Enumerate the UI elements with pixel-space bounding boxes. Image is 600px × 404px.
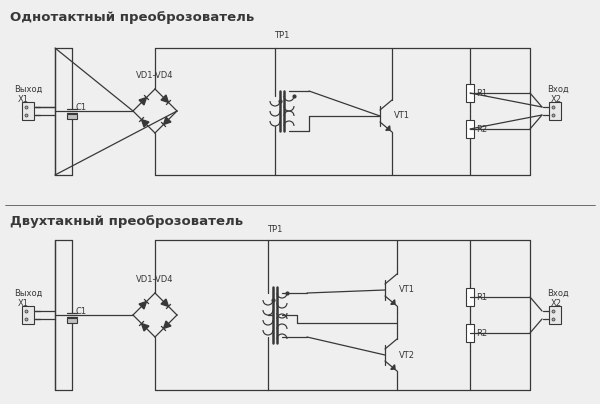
Polygon shape [142, 120, 149, 127]
Text: C1: C1 [76, 103, 87, 112]
Polygon shape [161, 95, 169, 103]
Polygon shape [164, 117, 171, 124]
Text: X1: X1 [18, 299, 29, 307]
Text: VD1-VD4: VD1-VD4 [136, 71, 174, 80]
Bar [67, 114, 77, 119]
Text: TP1: TP1 [274, 32, 290, 40]
Bar [466, 84, 474, 102]
Text: TP1: TP1 [268, 225, 283, 234]
Polygon shape [139, 301, 146, 309]
Text: VD1-VD4: VD1-VD4 [136, 274, 174, 284]
Text: X2: X2 [551, 95, 562, 103]
Polygon shape [164, 321, 171, 328]
Text: VT1: VT1 [399, 286, 415, 295]
Text: VT2: VT2 [399, 351, 415, 360]
Text: X1: X1 [18, 95, 29, 103]
Text: R1: R1 [476, 88, 487, 97]
Polygon shape [139, 97, 146, 105]
Bar [549, 306, 561, 324]
Polygon shape [142, 324, 149, 331]
Polygon shape [161, 299, 169, 307]
Text: C1: C1 [76, 307, 87, 316]
Text: Вход: Вход [547, 288, 569, 297]
Text: Двухтакный преоброзователь: Двухтакный преоброзователь [10, 215, 243, 229]
Text: X2: X2 [551, 299, 562, 307]
Text: Однотактный преоброзователь: Однотактный преоброзователь [10, 11, 254, 25]
Text: R2: R2 [476, 124, 487, 133]
Polygon shape [391, 365, 395, 369]
Text: Выход: Выход [14, 84, 43, 93]
Bar [22, 102, 34, 120]
Text: R1: R1 [476, 292, 487, 301]
Polygon shape [391, 300, 395, 304]
Bar [549, 102, 561, 120]
Bar [67, 318, 77, 323]
Text: Выход: Выход [14, 288, 43, 297]
Polygon shape [386, 126, 390, 130]
Text: R2: R2 [476, 328, 487, 337]
Text: VT1: VT1 [394, 112, 410, 120]
Text: Вход: Вход [547, 84, 569, 93]
Bar [466, 120, 474, 138]
Bar [22, 306, 34, 324]
Bar [466, 288, 474, 306]
Bar [466, 324, 474, 342]
